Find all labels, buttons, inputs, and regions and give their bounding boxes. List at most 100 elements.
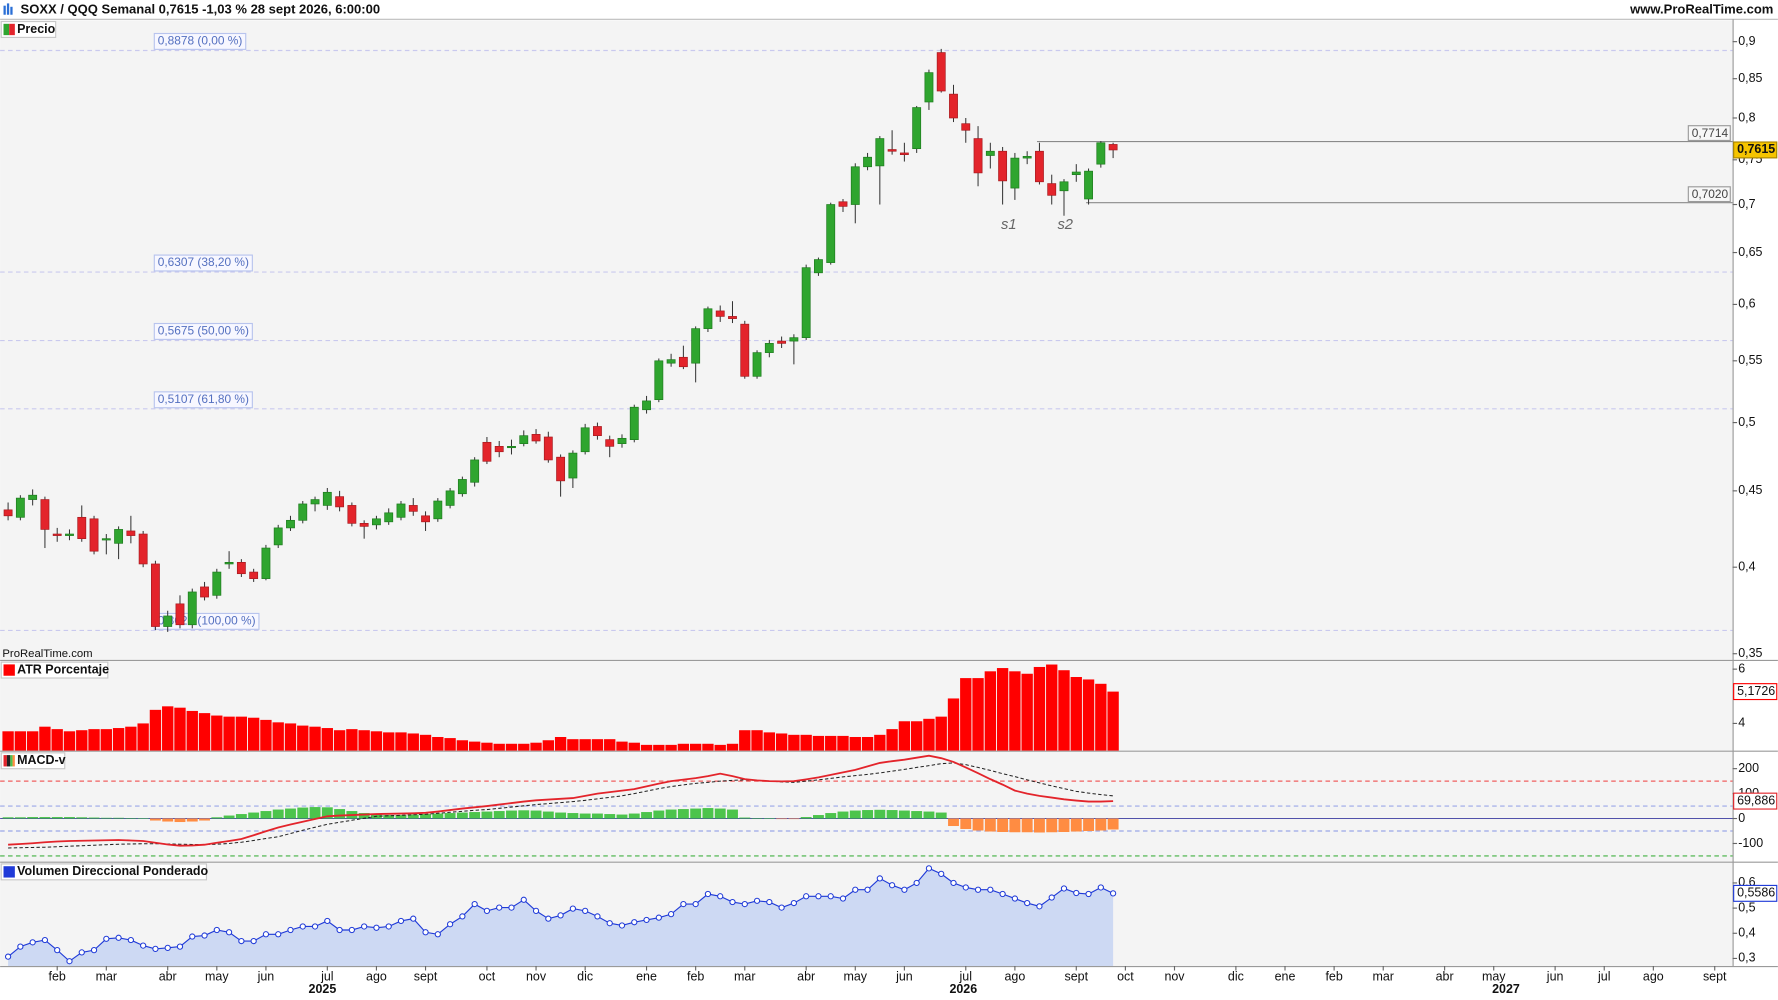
y-tick-label: 0 [1738,811,1745,825]
volume-point [90,947,98,954]
panel-legend[interactable]: ATR Porcentaje [0,661,109,679]
volume-point [643,916,650,924]
candle-body [77,516,87,540]
atr-bar [1107,691,1119,751]
x-tick-label: ago [1004,970,1025,984]
volume-point [827,893,834,900]
volume-point [987,886,994,893]
histogram-bar [702,808,714,819]
volume-point [78,949,85,956]
panel-legend[interactable]: Volumen Direccional Ponderado [0,863,208,881]
atr-bar [1021,673,1033,751]
header-title: SOXX / QQQ Semanal 0,7615 -1,03 % 28 sep… [21,2,381,17]
candle-body [1047,183,1057,196]
candle-body [89,518,99,552]
candle-body [101,538,111,541]
level-label-box [1687,186,1731,203]
legend-swatch [3,755,7,767]
candle-body [789,337,799,342]
volume-point [655,914,662,921]
panel-legend[interactable]: Precio [0,20,57,38]
candle-body [310,499,320,505]
y-tick-label: 0,4 [1738,926,1755,940]
candle-body [433,500,443,520]
x-tick-label: jul [1597,970,1610,984]
atr-bar [321,728,333,751]
atr-bar [628,742,640,751]
fib-label-box [153,32,247,50]
candle-body [457,479,467,495]
volume-point [717,893,724,900]
candle-body [777,340,787,344]
x-tick-label: jun [895,970,913,984]
histogram-bar [1046,818,1058,833]
header-bar [0,0,1778,20]
atr-bar [518,743,530,751]
histogram-bar [763,818,775,819]
last-value-label: 69,886 [1737,793,1775,807]
volume-point [778,904,785,911]
histogram-bar [653,810,665,819]
annotation: s2 [1057,217,1073,233]
volume-point [324,917,331,925]
atr-bar [260,719,272,751]
panel-title: Precio [17,22,56,36]
candle-body [875,138,885,167]
macd-panel [0,751,1733,862]
candle-body [52,533,62,536]
legend-box [0,661,109,679]
histogram-bar [51,817,63,819]
volume-point [262,931,270,938]
atr-bar [689,743,702,751]
last-value-label: 0,5586 [1737,886,1775,900]
volume-point [545,915,552,922]
atr-bar [886,729,898,751]
atr-bar [247,717,260,751]
volume-point [520,896,527,903]
x-tick-label: jun [257,970,275,984]
atr-bar [198,713,211,751]
panel-legend[interactable]: MACD-v [0,752,66,770]
volume-point [287,926,294,934]
atr-bar [1009,671,1021,751]
candle-body [1084,170,1093,200]
atr-bar [554,736,567,751]
atr-bar [493,743,505,751]
atr-bar [898,721,911,751]
data-layer: 0,8878 (0,00 %) 0,6307 (38,20 %) 0,5675 (5… [0,32,1778,996]
atr-bar [996,668,1009,751]
fib-label: 0,3628 (100,00 %) [158,614,256,628]
atr-bar [653,744,665,751]
atr-bar [468,741,481,751]
histogram-bar [677,809,689,819]
y-tick-label: 0,9 [1738,34,1755,48]
histogram-bar [39,817,51,819]
fib-label: 0,5107 (61,80 %) [158,392,249,406]
candle-body [605,439,615,447]
atr-bar [604,739,616,751]
volume-point [4,953,12,960]
volume-point [410,915,417,922]
histogram-bar [297,807,309,819]
level-label: 0,7714 [1692,126,1729,140]
candle-body [1108,144,1118,151]
header-site[interactable]: www.ProRealTime.com [1629,2,1773,17]
atr-bar [309,726,321,751]
macd-line [8,754,1114,847]
histogram-bar [849,810,861,819]
x-tick-label: feb [687,970,704,984]
candle-body [949,93,958,119]
histogram-bar [506,810,517,819]
volume-point [483,907,491,914]
x-tick-label: mar [96,970,117,984]
atr-bar [923,718,935,751]
atr-bar [174,707,186,751]
atr-bar [947,698,960,751]
x-tick-label: ago [1643,970,1664,984]
candle-body [28,494,38,500]
atr-bar [346,729,358,751]
volume-point [790,899,798,907]
histogram-bar [248,812,260,819]
histogram-bar [162,818,174,822]
x-tick-label: oct [479,970,496,984]
